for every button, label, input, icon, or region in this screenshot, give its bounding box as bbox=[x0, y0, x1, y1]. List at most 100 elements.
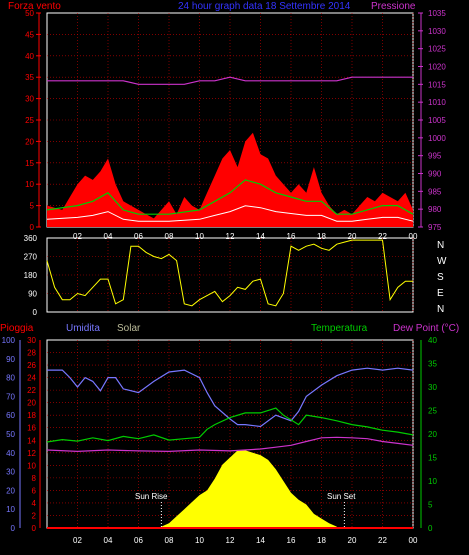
wind-axis-label: Forza vento bbox=[8, 1, 61, 12]
temp-time-tick-label: 20 bbox=[348, 536, 357, 545]
wind-tick-label: 25 bbox=[25, 116, 34, 125]
temp-time-tick-label: 10 bbox=[195, 536, 204, 545]
direction-tick-label: 180 bbox=[24, 271, 38, 280]
pressure-tick-label: 1025 bbox=[428, 45, 446, 54]
wind-tick-label: 50 bbox=[25, 9, 34, 18]
compass-label-w: W bbox=[437, 256, 447, 267]
rain-tick-label: 20 bbox=[27, 399, 36, 408]
direction-panel-grid bbox=[47, 238, 414, 312]
direction-tick-label: 0 bbox=[33, 308, 38, 317]
pressure-tick-label: 980 bbox=[428, 205, 442, 214]
sunset-label: Sun Set bbox=[327, 492, 356, 501]
humidity-tick-label: 80 bbox=[6, 374, 15, 383]
temp-time-tick-label: 08 bbox=[165, 536, 174, 545]
temp-time-tick-label: 02 bbox=[73, 536, 82, 545]
compass-label-n-top: N bbox=[437, 240, 444, 251]
temp-time-tick-label: 14 bbox=[256, 536, 265, 545]
temp-time-tick-label: 18 bbox=[317, 536, 326, 545]
temperature-tick-label: 10 bbox=[428, 477, 437, 486]
wind-tick-label: 35 bbox=[25, 73, 34, 82]
direction-axis: 0 90 180 270 360 bbox=[24, 234, 38, 317]
wind-time-tick-label: 06 bbox=[134, 232, 143, 241]
humidity-line bbox=[47, 367, 414, 428]
wind-tick-label: 0 bbox=[30, 223, 35, 232]
solar-axis-label: Solar bbox=[117, 323, 141, 334]
temp-time-tick-label: 16 bbox=[287, 536, 296, 545]
wind-time-axis: 02 04 06 08 10 12 14 16 18 20 22 00 bbox=[73, 232, 418, 241]
rain-tick-label: 2 bbox=[32, 511, 37, 520]
humidity-tick-label: 70 bbox=[6, 392, 15, 401]
temperature-tick-label: 35 bbox=[428, 360, 437, 369]
wind-time-tick-label: 00 bbox=[409, 232, 418, 241]
wind-time-tick-label: 04 bbox=[104, 232, 113, 241]
sunrise-label: Sun Rise bbox=[135, 492, 168, 501]
wind-tick-label: 20 bbox=[25, 137, 34, 146]
temperature-tick-label: 30 bbox=[428, 383, 437, 392]
direction-tick-label: 270 bbox=[24, 253, 38, 262]
compass-label-s: S bbox=[437, 272, 444, 283]
temp-time-tick-label: 12 bbox=[226, 536, 235, 545]
rain-tick-label: 8 bbox=[32, 474, 37, 483]
temp-time-tick-label: 04 bbox=[104, 536, 113, 545]
pressure-tick-label: 995 bbox=[428, 152, 442, 161]
humidity-axis-label: Umidita bbox=[66, 323, 100, 334]
temp-time-tick-label: 00 bbox=[409, 536, 418, 545]
wind-time-tick-label: 22 bbox=[378, 232, 387, 241]
humidity-tick-label: 20 bbox=[6, 486, 15, 495]
rain-axis-label: Pioggia bbox=[0, 323, 34, 334]
compass-label-n-bottom: N bbox=[437, 304, 444, 315]
temperature-tick-label: 15 bbox=[428, 454, 437, 463]
temp-time-tick-label: 22 bbox=[378, 536, 387, 545]
wind-direction-panel: 0 90 180 270 360 N W S E N bbox=[24, 234, 447, 317]
temp-panel-series bbox=[46, 367, 414, 529]
chart-title: 24 hour graph data 18 Settembre 2014 bbox=[178, 1, 351, 12]
pressure-line bbox=[47, 76, 413, 85]
wind-time-tick-label: 16 bbox=[287, 232, 296, 241]
solar-area bbox=[161, 450, 337, 528]
wind-speed-line bbox=[46, 205, 414, 222]
humidity-tick-label: 0 bbox=[11, 524, 16, 533]
wind-tick-label: 15 bbox=[25, 159, 34, 168]
pressure-axis-label: Pressione bbox=[371, 1, 416, 12]
wind-time-tick-label: 08 bbox=[165, 232, 174, 241]
rain-tick-label: 30 bbox=[27, 336, 36, 345]
temp-panel-axes: 0102030405060708090100024681012141618202… bbox=[2, 336, 438, 545]
rain-tick-label: 18 bbox=[27, 411, 36, 420]
humidity-tick-label: 10 bbox=[6, 505, 15, 514]
rain-tick-label: 14 bbox=[27, 436, 36, 445]
humidity-tick-label: 30 bbox=[6, 468, 15, 477]
pressure-tick-label: 975 bbox=[428, 223, 442, 232]
average-wind-line bbox=[46, 179, 414, 215]
wind-tick-label: 45 bbox=[25, 30, 34, 39]
pressure-tick-label: 1000 bbox=[428, 134, 446, 143]
rain-tick-label: 6 bbox=[32, 486, 37, 495]
rain-tick-label: 22 bbox=[27, 386, 36, 395]
humidity-tick-label: 100 bbox=[2, 336, 16, 345]
wind-tick-label: 5 bbox=[30, 202, 35, 211]
wind-tick-label: 40 bbox=[25, 52, 34, 61]
temperature-tick-label: 0 bbox=[428, 524, 433, 533]
pressure-tick-label: 1030 bbox=[428, 27, 446, 36]
rain-tick-label: 4 bbox=[32, 499, 37, 508]
dewpoint-axis-label: Dew Point (°C) bbox=[393, 323, 459, 334]
pressure-tick-label: 1015 bbox=[428, 80, 446, 89]
wind-series bbox=[46, 76, 414, 227]
rain-tick-label: 0 bbox=[32, 524, 37, 533]
rain-tick-label: 16 bbox=[27, 424, 36, 433]
wind-time-tick-label: 12 bbox=[226, 232, 235, 241]
dewpoint-line bbox=[46, 436, 414, 453]
temp-humidity-panel: 0102030405060708090100024681012141618202… bbox=[0, 323, 459, 545]
pressure-tick-label: 1035 bbox=[428, 9, 446, 18]
pressure-tick-label: 985 bbox=[428, 187, 442, 196]
temperature-line bbox=[46, 407, 414, 443]
humidity-tick-label: 90 bbox=[6, 355, 15, 364]
wind-time-tick-label: 10 bbox=[195, 232, 204, 241]
wind-tick-label: 10 bbox=[25, 180, 34, 189]
rain-tick-label: 28 bbox=[27, 349, 36, 358]
direction-tick-label: 360 bbox=[24, 234, 38, 243]
temperature-tick-label: 40 bbox=[428, 336, 437, 345]
pressure-tick-label: 990 bbox=[428, 170, 442, 179]
direction-tick-label: 90 bbox=[28, 290, 37, 299]
pressure-tick-label: 1005 bbox=[428, 116, 446, 125]
